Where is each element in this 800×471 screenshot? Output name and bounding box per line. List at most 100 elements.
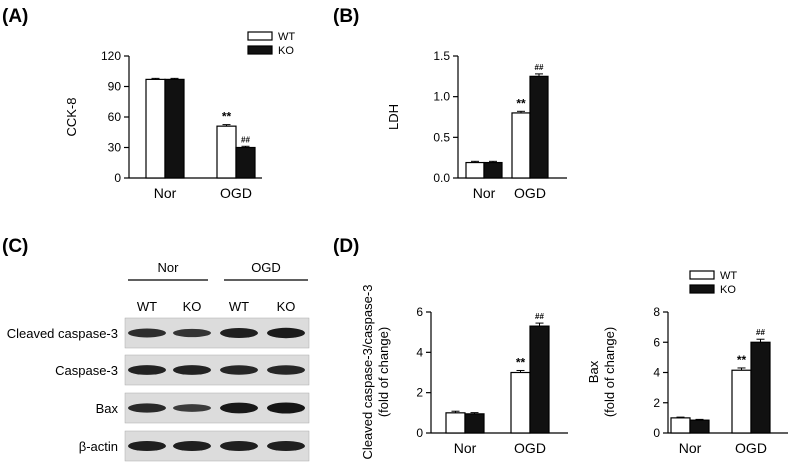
western-blot: Nor OGD WT KO WT KO Cleaved caspase-3 Cas… xyxy=(7,260,310,462)
y-tick-label: 8 xyxy=(653,305,660,319)
y-axis-label-line: Bax xyxy=(586,360,601,383)
y-tick-label: 4 xyxy=(653,366,660,380)
y-axis-label-line: (fold of change) xyxy=(376,327,391,417)
y-tick-label: 120 xyxy=(101,49,121,63)
significance-marker: ## xyxy=(756,328,765,337)
bar-ko-ogd xyxy=(529,75,549,179)
bar-ko-ogd xyxy=(235,146,256,179)
bar-ko-ogd xyxy=(529,325,550,434)
y-tick-label: 1.0 xyxy=(433,90,450,104)
blot-band xyxy=(128,365,166,375)
blot-band xyxy=(173,328,211,338)
y-axis-label: LDH xyxy=(386,104,401,130)
bar-ko-nor xyxy=(689,419,710,434)
legend-label-wt: WT xyxy=(278,31,295,43)
blot-band xyxy=(220,440,258,452)
x-tick-label: OGD xyxy=(514,440,546,456)
legend-label-ko: KO xyxy=(720,284,736,296)
legend-swatch-ko xyxy=(247,45,273,55)
blot-band xyxy=(173,404,211,412)
bar-wt-nor xyxy=(445,412,466,434)
x-tick-label: OGD xyxy=(735,440,767,456)
y-tick-label: 2 xyxy=(416,386,423,400)
y-tick-label: 6 xyxy=(416,305,423,319)
y-tick-label: 4 xyxy=(416,345,423,359)
blot-group-nor: Nor xyxy=(158,260,180,275)
y-tick-label: 60 xyxy=(108,110,122,124)
blot-row-label: β-actin xyxy=(79,439,118,454)
blot-band xyxy=(128,440,166,452)
bar-wt-ogd xyxy=(216,125,237,179)
blot-band xyxy=(128,403,166,413)
x-tick-label: OGD xyxy=(220,185,252,201)
y-axis-label: CCK-8 xyxy=(64,97,79,136)
blot-band xyxy=(267,365,305,375)
chart-cck8: 0 30 60 90 120 CCK-8 Nor OGD ** ## xyxy=(64,49,262,201)
x-tick-label: Nor xyxy=(679,440,702,456)
y-axis-label-line: Cleaved caspase-3/caspase-3 xyxy=(360,285,375,460)
chart-ldh: 0.0 0.5 1.0 1.5 LDH Nor OGD ** ## xyxy=(386,49,567,201)
legend-label-ko: KO xyxy=(278,45,294,57)
blot-band xyxy=(128,328,166,338)
y-axis-label-line: LDH xyxy=(386,104,401,130)
blot-group-ogd: OGD xyxy=(251,260,281,275)
panel-label-a: (A) xyxy=(2,6,28,27)
y-tick-label: 0 xyxy=(114,171,121,185)
panel-label-b: (B) xyxy=(333,6,359,27)
chart-bax-fold: 0 2 4 6 8 Bax(fold of change) Nor OGD ** ## xyxy=(586,305,788,456)
chart-cleaved-caspase-ratio: 0 2 4 6 Cleaved caspase-3/caspase-3(fold of … xyxy=(360,285,568,460)
bar-ko-nor xyxy=(164,78,185,179)
significance-marker: ** xyxy=(516,355,526,369)
legend-swatch-wt xyxy=(689,270,715,280)
bar-wt-ogd xyxy=(511,112,531,179)
y-tick-label: 90 xyxy=(108,80,122,94)
x-tick-label: Nor xyxy=(154,185,177,201)
significance-marker: ## xyxy=(535,312,544,321)
x-tick-label: Nor xyxy=(454,440,477,456)
blot-row-label: Caspase-3 xyxy=(55,363,118,378)
blot-band xyxy=(220,327,258,339)
blot-row-label: Cleaved caspase-3 xyxy=(7,326,118,341)
significance-marker: ** xyxy=(737,353,747,367)
bar-wt-ogd xyxy=(510,371,531,434)
y-axis-label: Cleaved caspase-3/caspase-3(fold of chan… xyxy=(360,285,391,460)
bar-wt-nor xyxy=(465,161,485,179)
blot-band xyxy=(173,440,211,452)
y-tick-label: 1.5 xyxy=(433,49,450,63)
y-tick-label: 2 xyxy=(653,396,660,410)
bar-ko-ogd xyxy=(750,341,771,434)
y-axis-label-line: (fold of change) xyxy=(602,327,617,417)
blot-lane-2: KO xyxy=(183,299,202,314)
significance-marker: ## xyxy=(241,135,250,144)
blot-band xyxy=(267,440,305,452)
legend-d: WT KO xyxy=(689,270,737,296)
legend-swatch-ko xyxy=(689,284,715,294)
significance-marker: ** xyxy=(222,110,232,124)
bar-ko-nor xyxy=(483,161,503,179)
bar-wt-nor xyxy=(670,417,691,434)
bar-wt-nor xyxy=(145,78,166,179)
y-tick-label: 6 xyxy=(653,335,660,349)
y-axis-label-line: CCK-8 xyxy=(64,97,79,136)
blot-lane-3: WT xyxy=(229,299,249,314)
blot-band xyxy=(220,402,258,414)
panel-label-c: (C) xyxy=(2,236,28,257)
y-tick-label: 0.5 xyxy=(433,130,450,144)
x-tick-label: OGD xyxy=(514,185,546,201)
blot-lane-4: KO xyxy=(277,299,296,314)
panel-label-d: (D) xyxy=(333,236,359,257)
blot-band xyxy=(173,365,211,375)
y-tick-label: 0 xyxy=(416,426,423,440)
blot-band xyxy=(267,327,305,339)
legend-label-wt: WT xyxy=(720,270,737,282)
significance-marker: ## xyxy=(535,63,544,72)
y-tick-label: 30 xyxy=(108,141,122,155)
blot-row-label: Bax xyxy=(96,401,119,416)
blot-band xyxy=(220,365,258,375)
legend-swatch-wt xyxy=(247,31,273,41)
blot-rows: Cleaved caspase-3 Caspase-3 Bax β-actin xyxy=(7,317,310,462)
y-tick-label: 0 xyxy=(653,426,660,440)
y-axis-label: Bax(fold of change) xyxy=(586,327,617,417)
bar-wt-ogd xyxy=(731,369,752,434)
